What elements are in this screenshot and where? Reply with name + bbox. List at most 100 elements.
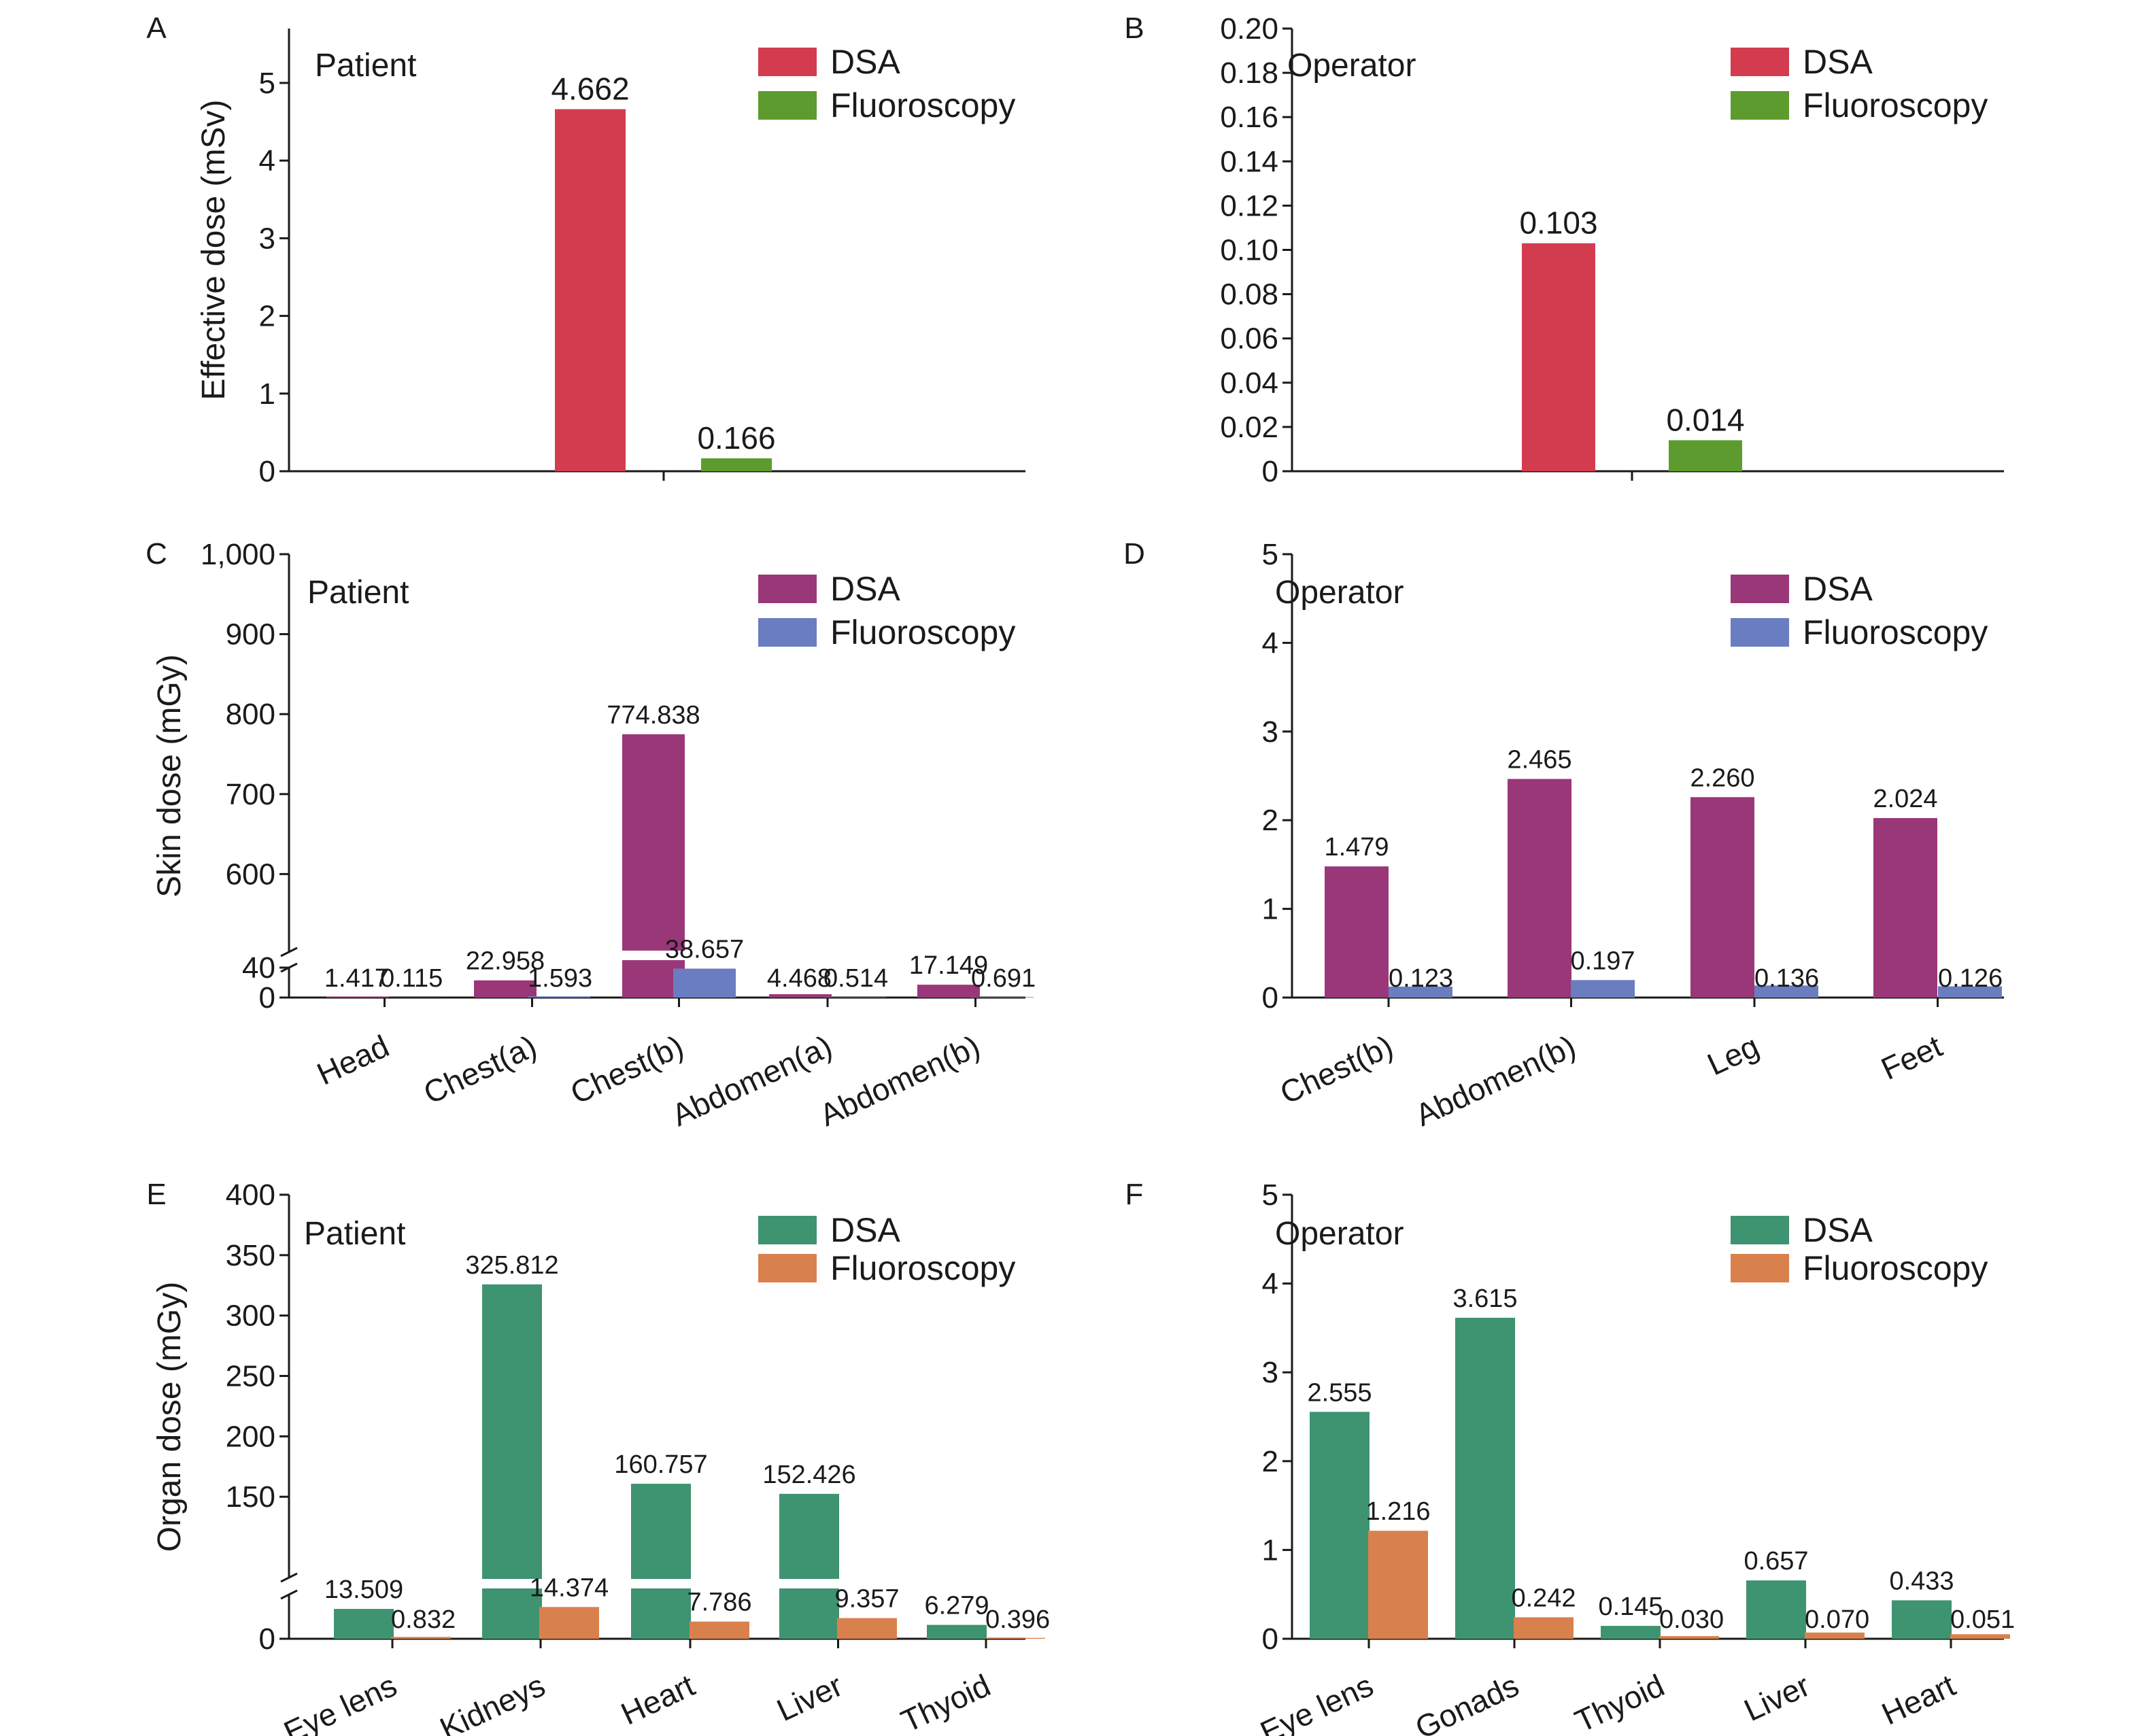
data-label: 0.030 bbox=[1659, 1605, 1724, 1634]
bar bbox=[1669, 440, 1742, 471]
axis-break-mark bbox=[280, 1572, 298, 1583]
data-label: 14.374 bbox=[530, 1573, 609, 1602]
y-tick-label: 400 bbox=[226, 1178, 275, 1212]
data-label: 0.126 bbox=[1938, 964, 2003, 993]
bar bbox=[985, 1637, 1045, 1639]
data-label: 7.786 bbox=[687, 1588, 751, 1617]
bar bbox=[1690, 797, 1754, 998]
legend-swatch bbox=[758, 618, 817, 647]
x-tick-label: Abdomen(b) bbox=[1410, 1028, 1580, 1133]
y-tick-label: 0 bbox=[1262, 981, 1278, 1015]
legend-label: DSA bbox=[1803, 570, 1873, 608]
panel-title: Operator bbox=[1275, 575, 1404, 611]
panel-d: D Operator 0 1 2 3 4 5 DSA Fluoroscopy Chest(b) 1.4… bbox=[1123, 537, 2004, 1133]
panel-letter: B bbox=[1124, 12, 1144, 45]
y-tick-label: 700 bbox=[226, 778, 275, 811]
x-tick-label: Eye lens bbox=[278, 1667, 402, 1736]
bar-break-band bbox=[481, 1579, 543, 1588]
bar bbox=[1873, 818, 1937, 998]
bar bbox=[917, 985, 980, 998]
bar bbox=[1754, 985, 1818, 998]
panel-b: B Operator 0 0.02 0.04 0.06 0.08 0.10 0.12 0.14 0.… bbox=[1124, 12, 2004, 488]
bar bbox=[779, 1493, 839, 1639]
x-tick-label: Feet bbox=[1875, 1028, 1948, 1087]
legend-swatch bbox=[1731, 1254, 1789, 1282]
legend-label: Fluoroscopy bbox=[1803, 613, 1988, 651]
y-tick-label: 0.06 bbox=[1220, 322, 1278, 356]
y-tick-label: 800 bbox=[226, 698, 275, 731]
data-label: 1.479 bbox=[1324, 833, 1389, 862]
y-tick-label: 0.20 bbox=[1220, 12, 1278, 46]
data-label: 0.657 bbox=[1744, 1547, 1808, 1576]
panel-letter: E bbox=[146, 1178, 166, 1211]
data-label: 6.279 bbox=[924, 1592, 989, 1620]
data-label: 325.812 bbox=[465, 1251, 558, 1280]
bar bbox=[690, 1621, 749, 1639]
bar bbox=[474, 980, 537, 998]
y-axis-label: Skin dose (mGy) bbox=[152, 654, 188, 897]
bar bbox=[1659, 1636, 1719, 1639]
y-tick-label: 0.04 bbox=[1220, 367, 1278, 400]
bar bbox=[927, 1624, 987, 1639]
y-tick-label: 4 bbox=[259, 144, 275, 177]
legend-label: DSA bbox=[830, 1211, 900, 1249]
legend-label: DSA bbox=[1803, 1211, 1873, 1249]
x-tick-label: Chest(b) bbox=[1274, 1028, 1398, 1111]
y-tick-label: 5 bbox=[259, 67, 275, 100]
bar bbox=[1368, 1531, 1428, 1639]
y-tick-label: 0.10 bbox=[1220, 234, 1278, 267]
y-tick-label: 0 bbox=[1262, 1622, 1278, 1656]
panel-title: Patient bbox=[304, 1216, 405, 1252]
y-tick-label: 200 bbox=[226, 1420, 275, 1453]
data-label: 0.136 bbox=[1754, 964, 1819, 993]
data-label: 38.657 bbox=[665, 935, 744, 964]
bar bbox=[769, 994, 832, 998]
panel-letter: D bbox=[1123, 537, 1145, 571]
bar bbox=[837, 1618, 897, 1639]
x-tick-label: Abdomen(a) bbox=[666, 1028, 837, 1133]
y-tick-label: 0.16 bbox=[1220, 101, 1278, 134]
legend-label: Fluoroscopy bbox=[1803, 86, 1988, 124]
x-tick-label: Leg bbox=[1702, 1028, 1765, 1083]
y-tick-label: 3 bbox=[1262, 1356, 1278, 1389]
bar bbox=[555, 109, 626, 471]
panel-e: E Patient Organ dose (mGy) 0 150 200 250 300 350… bbox=[146, 1178, 1050, 1736]
data-label: 3.615 bbox=[1452, 1284, 1517, 1313]
data-label: 22.958 bbox=[466, 947, 545, 976]
legend-label: Fluoroscopy bbox=[1803, 1249, 1988, 1287]
bar bbox=[1746, 1580, 1806, 1639]
data-label: 1.216 bbox=[1365, 1497, 1430, 1526]
x-tick-label: Heart bbox=[615, 1667, 700, 1732]
y-tick-label: 4 bbox=[1262, 1267, 1278, 1301]
data-label: 0.514 bbox=[823, 964, 888, 993]
y-axis-label: Effective dose (mSv) bbox=[196, 100, 232, 401]
data-label: 1.417 bbox=[324, 964, 389, 993]
legend-label: DSA bbox=[830, 570, 900, 608]
bar bbox=[1571, 980, 1635, 998]
bar bbox=[971, 997, 1034, 998]
bar bbox=[539, 1607, 599, 1639]
x-tick-label: Thyoid bbox=[1569, 1667, 1669, 1736]
legend-swatch bbox=[1731, 91, 1789, 120]
data-label: 2.260 bbox=[1690, 764, 1754, 792]
data-label: 1.593 bbox=[528, 964, 592, 993]
legend-swatch bbox=[758, 1254, 817, 1282]
bar bbox=[1805, 1632, 1865, 1639]
y-tick-label: 0 bbox=[259, 455, 275, 488]
bar bbox=[1892, 1600, 1952, 1639]
data-label: 0.115 bbox=[380, 964, 443, 993]
y-tick-label: 1 bbox=[1262, 1533, 1278, 1567]
bar bbox=[1522, 243, 1595, 471]
data-label: 17.149 bbox=[909, 951, 988, 980]
panel-title: Operator bbox=[1275, 1216, 1404, 1252]
data-label: 2.555 bbox=[1307, 1378, 1372, 1407]
data-label: 0.103 bbox=[1519, 205, 1597, 241]
bar bbox=[701, 458, 772, 471]
bar-break-band bbox=[630, 1579, 692, 1588]
bar bbox=[1938, 986, 2002, 998]
x-tick-label: Thyoid bbox=[896, 1667, 996, 1736]
data-label: 0.166 bbox=[697, 420, 775, 456]
y-tick-label: 0.02 bbox=[1220, 411, 1278, 444]
panel-letter: A bbox=[146, 12, 167, 45]
legend-label: Fluoroscopy bbox=[830, 613, 1015, 651]
